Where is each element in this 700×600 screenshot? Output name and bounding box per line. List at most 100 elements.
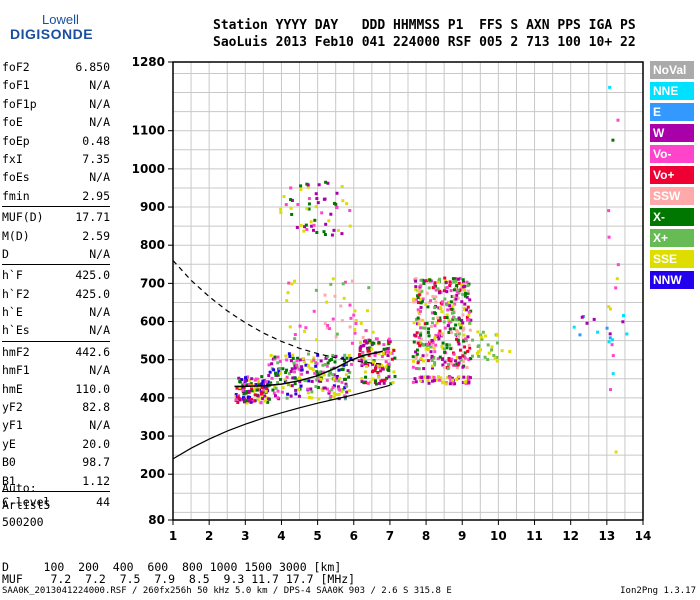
echo-point	[461, 359, 465, 363]
echo-point	[451, 304, 455, 308]
echo-point	[329, 212, 333, 216]
echo-point	[447, 356, 451, 360]
echo-point	[352, 313, 356, 317]
echo-point	[426, 342, 430, 346]
echo-point	[429, 324, 433, 328]
echo-point	[261, 379, 265, 383]
echo-point	[416, 294, 420, 298]
param-row: foF2 6.850	[2, 58, 110, 76]
echo-point	[299, 187, 303, 191]
echo-point	[327, 373, 331, 377]
echo-point	[307, 207, 311, 211]
echo-point	[462, 282, 466, 286]
echo-point	[450, 381, 454, 385]
echo-point	[427, 286, 431, 290]
echo-point	[421, 359, 425, 363]
echo-point	[495, 332, 499, 336]
echo-point	[341, 356, 345, 360]
echo-point	[304, 326, 308, 330]
echo-point	[435, 378, 439, 382]
echo-point	[458, 288, 462, 292]
param-value: 110.0	[75, 381, 110, 396]
echo-point	[441, 381, 445, 385]
echo-point	[389, 382, 393, 386]
echo-point	[451, 378, 455, 382]
param-row: h`F2 425.0	[2, 285, 110, 303]
echo-point	[325, 387, 329, 391]
echo-point	[458, 276, 462, 280]
param-value: N/A	[89, 78, 110, 93]
echo-point	[477, 354, 481, 358]
echo-point	[418, 344, 422, 348]
param-row: h`F 425.0	[2, 266, 110, 284]
param-row: foEp 0.48	[2, 132, 110, 150]
echo-point	[419, 337, 423, 341]
param-key: h`E	[2, 305, 23, 320]
echo-point	[383, 378, 387, 382]
echo-point	[490, 348, 494, 352]
echo-point	[341, 368, 345, 372]
echo-point	[461, 292, 465, 296]
echo-point	[334, 354, 338, 358]
artist-version: 500200	[2, 515, 44, 529]
echo-point	[329, 394, 333, 398]
echo-point	[438, 306, 442, 310]
echo-point	[348, 371, 352, 375]
echo-point	[444, 280, 448, 284]
echo-point	[462, 339, 466, 343]
echo-point	[307, 396, 311, 400]
echo-point	[344, 382, 348, 386]
echo-point	[411, 297, 415, 301]
echo-point	[349, 362, 353, 366]
echo-point	[428, 300, 432, 304]
echo-point	[338, 388, 342, 392]
param-value: 1.12	[82, 473, 110, 488]
legend-item: W	[650, 124, 694, 142]
echo-point	[448, 327, 452, 331]
echo-point	[458, 348, 462, 352]
echo-point	[608, 307, 612, 311]
echo-point	[360, 358, 364, 362]
echo-point	[335, 191, 339, 195]
echo-point	[298, 324, 302, 328]
echo-point	[281, 367, 285, 371]
echo-point	[419, 301, 423, 305]
echo-point	[387, 366, 391, 370]
echo-point	[279, 371, 283, 375]
echo-point	[578, 333, 582, 337]
echo-point	[360, 380, 364, 384]
echo-point	[303, 329, 307, 333]
echo-point	[247, 389, 251, 393]
echo-point	[611, 354, 615, 358]
param-value: 6.850	[75, 60, 110, 74]
param-row: foF1p N/A	[2, 95, 110, 113]
echo-point	[434, 295, 438, 299]
echo-point	[252, 399, 256, 403]
param-key: foE	[2, 115, 23, 130]
echo-point	[278, 366, 282, 370]
echo-point	[454, 297, 458, 301]
param-key: hmF2	[2, 344, 30, 359]
echo-point	[353, 331, 357, 335]
echo-point	[347, 389, 351, 393]
echo-point	[419, 331, 423, 335]
echo-point	[415, 352, 419, 356]
echo-point	[306, 185, 310, 189]
legend-item: X-	[650, 208, 694, 226]
echo-point	[467, 358, 471, 362]
echo-point	[302, 229, 306, 233]
echo-point	[423, 279, 427, 283]
param-value: 425.0	[75, 268, 110, 283]
echo-point	[431, 286, 435, 290]
echo-point	[443, 316, 447, 320]
echo-point	[279, 207, 283, 211]
echo-point	[420, 379, 424, 383]
echo-point	[263, 399, 267, 403]
echo-point	[320, 387, 324, 391]
echo-point	[459, 326, 463, 330]
legend-item: X+	[650, 229, 694, 247]
echo-point	[452, 316, 456, 320]
echo-point	[446, 308, 450, 312]
echo-point	[411, 365, 415, 369]
echo-point	[607, 235, 611, 239]
